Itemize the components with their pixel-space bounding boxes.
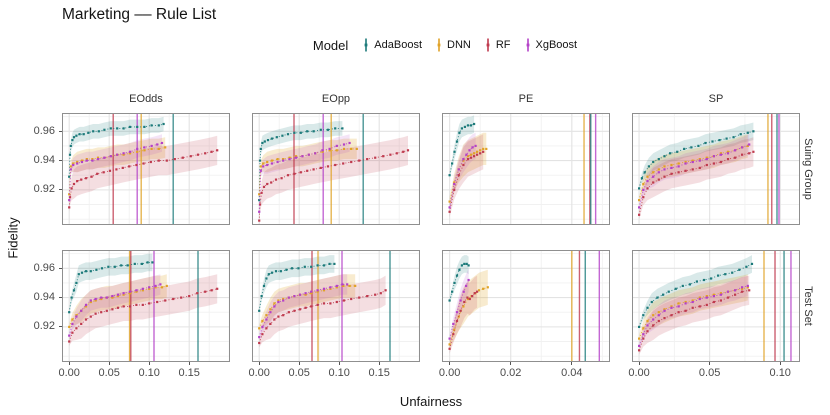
x-tick-label: 0.05	[288, 367, 310, 379]
x-tick-mark	[148, 362, 150, 365]
facet-label-eopp: EOpp	[321, 93, 351, 105]
y-tick-label: 0.96	[33, 261, 55, 274]
x-tick-label: 0.10	[328, 367, 350, 379]
chart-title: Marketing –– Rule List	[62, 6, 217, 23]
legend-key-dnn-icon	[437, 38, 441, 52]
x-tick-label: 0.05	[698, 367, 721, 379]
panel-sp-suing-group	[632, 113, 800, 225]
x-tick-mark	[571, 362, 573, 365]
legend: Model AdaBoost DNN RF XgBoost	[60, 37, 830, 53]
facet-label-suing-group: Suing Group	[802, 138, 814, 200]
y-tick-mark	[59, 267, 62, 269]
x-tick-mark	[449, 362, 451, 365]
panel-pe-suing-group	[442, 113, 610, 225]
x-tick-label: 0.10	[138, 367, 160, 379]
y-tick-label: 0.96	[33, 124, 55, 137]
panel-eopp-test-set	[252, 250, 420, 362]
y-tick-label: 0.92	[33, 183, 55, 196]
legend-entry-rf: RF	[484, 37, 511, 53]
legend-entries: AdaBoost DNN RF XgBoost	[362, 37, 577, 53]
x-tick-label: 0.04	[561, 367, 583, 379]
x-tick-mark	[298, 362, 300, 365]
legend-entry-dnn: DNN	[435, 37, 471, 53]
legend-key-adaboost-icon	[364, 38, 368, 52]
panel-pe-test-set	[442, 250, 610, 362]
x-tick-label: 0.00	[58, 367, 80, 379]
x-tick-mark	[510, 362, 512, 365]
x-tick-label: 0.05	[98, 367, 120, 379]
panel-eodds-test-set	[62, 250, 230, 362]
y-tick-mark	[59, 189, 62, 191]
x-axis-title: Unfairness	[399, 394, 463, 409]
legend-label: DNN	[447, 39, 471, 51]
x-tick-mark	[68, 362, 70, 365]
x-tick-mark	[338, 362, 340, 365]
y-axis-title: Fidelity	[5, 216, 21, 259]
y-tick-mark	[59, 297, 62, 299]
x-tick-label: 0.15	[368, 367, 390, 379]
x-tick-mark	[108, 362, 110, 365]
x-tick-mark	[779, 362, 781, 365]
y-tick-mark	[59, 160, 62, 162]
x-tick-label: 0.00	[628, 367, 650, 379]
x-tick-label: 0.00	[438, 367, 461, 379]
facet-label-eodds: EOdds	[129, 93, 163, 105]
panel-eopp-suing-group	[252, 113, 420, 225]
legend-label: XgBoost	[535, 39, 578, 51]
x-tick-mark	[188, 362, 190, 365]
x-tick-label: 0.02	[500, 367, 522, 379]
legend-title: Model	[312, 37, 349, 53]
y-tick-mark	[59, 130, 62, 132]
x-tick-label: 0.15	[178, 367, 200, 379]
y-tick-label: 0.92	[33, 320, 55, 333]
legend-key-xgboost-icon	[526, 38, 529, 52]
x-tick-mark	[378, 362, 380, 365]
facet-label-sp: SP	[708, 93, 724, 105]
x-tick-mark	[638, 362, 640, 365]
legend-label: RF	[495, 39, 511, 51]
facet-label-pe: PE	[518, 93, 534, 105]
y-tick-label: 0.94	[33, 154, 55, 167]
x-tick-label: 0.00	[248, 367, 270, 379]
x-tick-mark	[709, 362, 711, 365]
panel-sp-test-set	[632, 250, 800, 362]
x-tick-mark	[258, 362, 260, 365]
legend-label: AdaBoost	[374, 39, 422, 51]
legend-entry-adaboost: AdaBoost	[362, 37, 422, 53]
x-tick-label: 0.10	[769, 367, 791, 379]
y-tick-label: 0.94	[33, 291, 55, 304]
facet-label-test-set: Test Set	[802, 286, 814, 326]
y-tick-mark	[59, 326, 62, 328]
legend-key-rf-icon	[486, 38, 490, 52]
legend-entry-xgboost: XgBoost	[524, 37, 578, 53]
panel-eodds-suing-group	[62, 113, 230, 225]
